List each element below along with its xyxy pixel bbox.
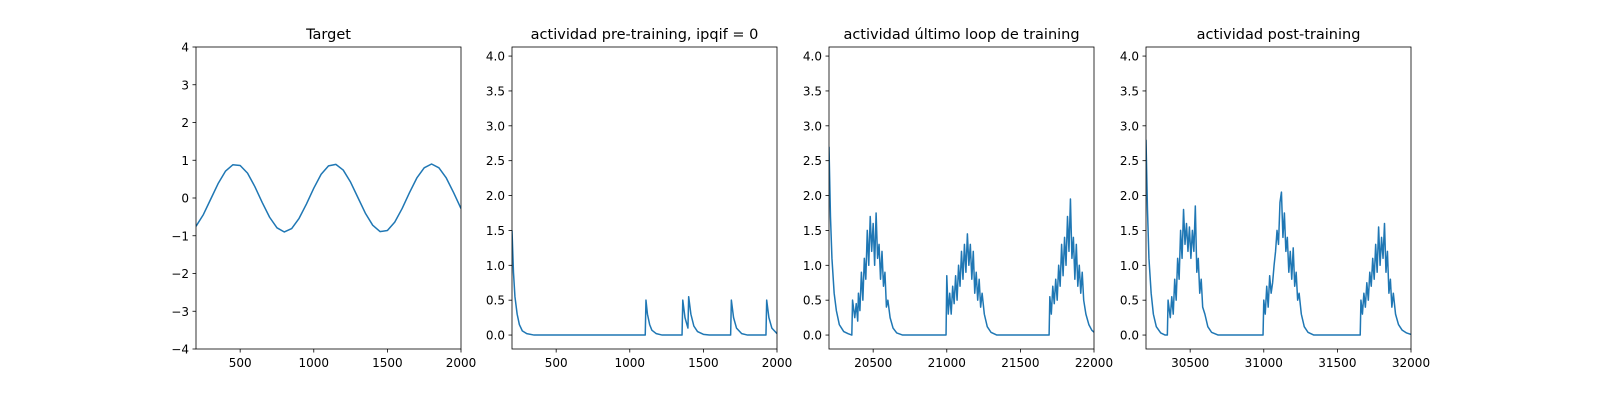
x-tick-label: 21500 — [1001, 356, 1039, 370]
y-tick-label: 0.0 — [803, 329, 822, 343]
x-tick-label: 22000 — [1075, 356, 1113, 370]
x-tick-label: 31500 — [1318, 356, 1356, 370]
x-tick-label: 2000 — [762, 356, 793, 370]
y-tick-label: 2.0 — [1120, 189, 1139, 203]
y-tick-label: 3.0 — [803, 119, 822, 133]
x-tick-label: 20500 — [854, 356, 892, 370]
y-tick-label: 3.0 — [486, 119, 505, 133]
x-tick-label: 30500 — [1171, 356, 1209, 370]
x-tick-label: 31000 — [1245, 356, 1283, 370]
y-tick-label: 2.0 — [486, 189, 505, 203]
y-tick-label: 2.0 — [803, 189, 822, 203]
y-tick-label: 3.0 — [1120, 119, 1139, 133]
axes-frame — [195, 46, 462, 350]
y-tick-label: 0.5 — [803, 294, 822, 308]
y-tick-label: 3.5 — [1120, 84, 1139, 98]
y-tick-label: 4.0 — [486, 50, 505, 64]
y-tick-label: 3 — [181, 78, 189, 92]
y-tick-label: 4.0 — [803, 50, 822, 64]
y-tick-label: 1.0 — [803, 259, 822, 273]
x-tick-label: 1500 — [688, 356, 719, 370]
y-tick-label: 1.0 — [1120, 259, 1139, 273]
y-tick-label: 1 — [181, 154, 189, 168]
axes-frame — [511, 46, 778, 350]
y-tick-label: 2.5 — [803, 154, 822, 168]
subplot-title: actividad post-training — [1197, 27, 1361, 43]
x-tick-label: 500 — [229, 356, 252, 370]
subplot-title: actividad último loop de training — [843, 27, 1079, 43]
y-tick-label: 4.0 — [1120, 50, 1139, 64]
y-tick-label: 2 — [181, 116, 189, 130]
y-tick-label: 0 — [181, 192, 189, 206]
subplot-title: Target — [305, 27, 351, 43]
axes-frame — [828, 46, 1095, 350]
x-tick-label: 500 — [545, 356, 568, 370]
x-tick-label: 1500 — [372, 356, 403, 370]
y-tick-label: 2.5 — [486, 154, 505, 168]
y-tick-label: −1 — [171, 229, 189, 243]
y-tick-label: 4 — [181, 41, 189, 55]
y-tick-label: −3 — [171, 305, 189, 319]
y-tick-label: 2.5 — [1120, 154, 1139, 168]
y-tick-label: 1.5 — [1120, 224, 1139, 238]
y-tick-label: 0.0 — [1120, 329, 1139, 343]
y-tick-label: 1.5 — [803, 224, 822, 238]
x-tick-label: 32000 — [1392, 356, 1430, 370]
axes-frame — [1145, 46, 1412, 350]
data-line — [829, 146, 1094, 336]
subplot-title: actividad pre-training, ipqif = 0 — [531, 27, 759, 43]
data-line — [512, 230, 777, 336]
y-tick-label: 0.5 — [486, 294, 505, 308]
y-tick-label: 1.0 — [486, 259, 505, 273]
y-tick-label: 1.5 — [486, 224, 505, 238]
data-line — [196, 163, 461, 233]
y-tick-label: 3.5 — [486, 84, 505, 98]
x-tick-label: 2000 — [446, 356, 477, 370]
data-line — [1146, 139, 1411, 336]
x-tick-label: 1000 — [299, 356, 330, 370]
x-tick-label: 21000 — [928, 356, 966, 370]
y-tick-label: 3.5 — [803, 84, 822, 98]
x-tick-label: 1000 — [615, 356, 646, 370]
y-tick-label: −4 — [171, 343, 189, 357]
y-tick-label: −2 — [171, 267, 189, 281]
y-tick-label: 0.0 — [486, 329, 505, 343]
y-tick-label: 0.5 — [1120, 294, 1139, 308]
